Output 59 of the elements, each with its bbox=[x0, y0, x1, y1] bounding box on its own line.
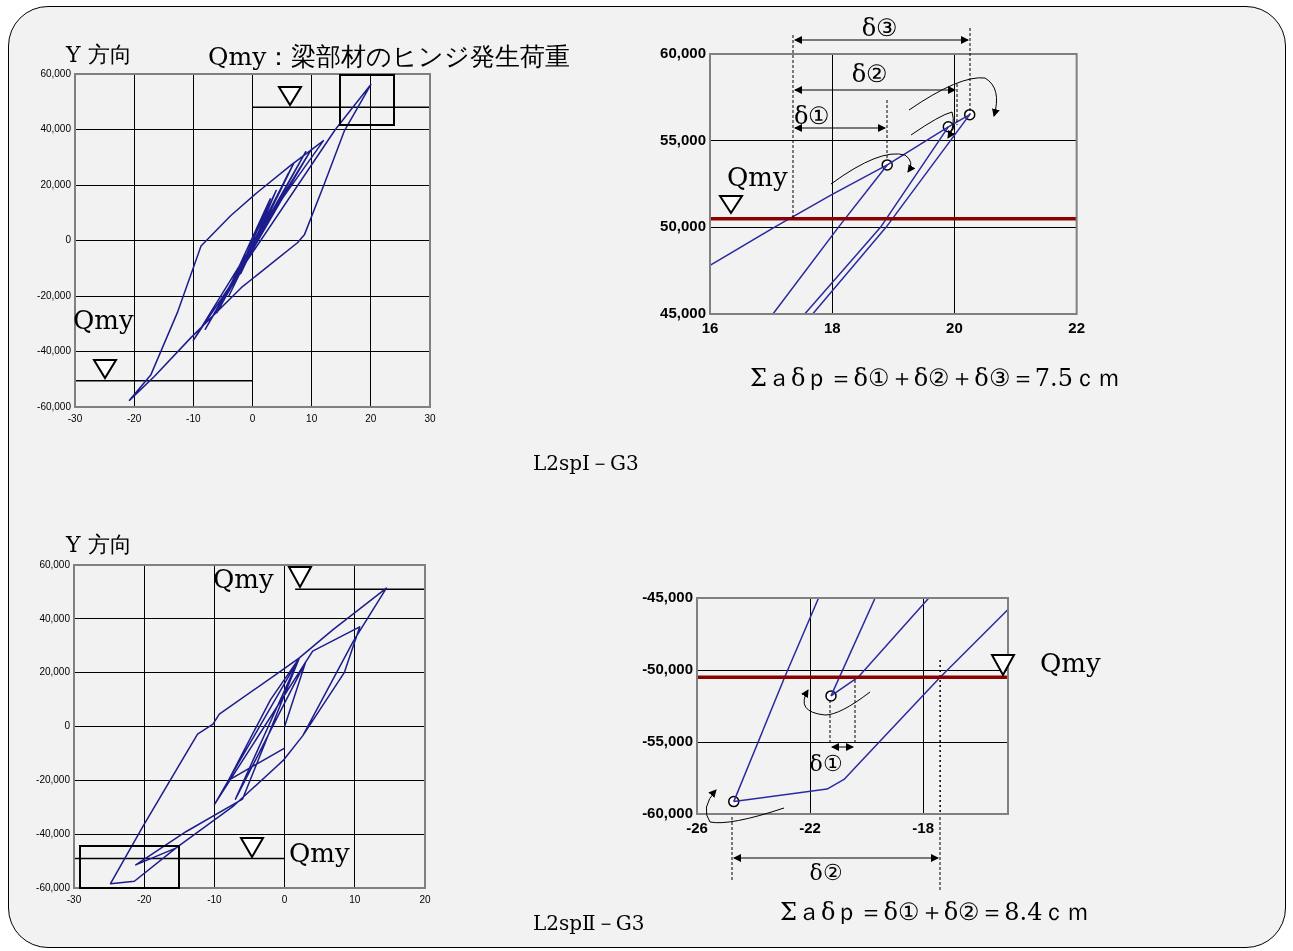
annotation: Qmy bbox=[727, 162, 788, 192]
y-tick-label: 20,000 bbox=[39, 666, 71, 678]
x-tick-label: -20 bbox=[136, 893, 152, 905]
x-tick-label: -22 bbox=[799, 819, 821, 837]
y-tick-label: -50,000 bbox=[642, 660, 693, 678]
y-tick-label: 40,000 bbox=[40, 123, 72, 135]
text: Qmy bbox=[1040, 648, 1101, 678]
annotation: Qmy bbox=[73, 305, 134, 335]
annotation: Qmy bbox=[289, 838, 350, 868]
x-tick-label: 0 bbox=[281, 893, 288, 905]
text: δ③ bbox=[861, 14, 899, 42]
x-tick-label: 10 bbox=[349, 893, 361, 905]
x-tick-label: -30 bbox=[66, 893, 82, 905]
y-tick-label: 50,000 bbox=[660, 217, 706, 235]
y-tick-label: -60,000 bbox=[36, 881, 71, 893]
annotation: δ② bbox=[851, 60, 889, 88]
text: Y 方向 bbox=[66, 42, 132, 67]
x-tick-label: -18 bbox=[912, 819, 935, 837]
y-tick-label: -60,000 bbox=[37, 400, 72, 412]
y-tick-label: 0 bbox=[65, 234, 72, 246]
x-tick-label: -10 bbox=[186, 412, 201, 424]
annotation: Qmy bbox=[213, 564, 274, 594]
x-tick-label: 20 bbox=[946, 319, 963, 337]
annotation: δ① bbox=[809, 750, 843, 776]
x-tick-label: 20 bbox=[419, 893, 431, 905]
text: Y 方向 bbox=[66, 532, 132, 557]
x-tick-label: 10 bbox=[306, 412, 318, 424]
x-tick-label: 0 bbox=[249, 412, 256, 424]
y-tick-label: -45,000 bbox=[642, 588, 693, 606]
x-tick-label: 20 bbox=[365, 412, 377, 424]
text: Σａδｐ＝δ①＋δ②＋δ③＝7.5ｃｍ bbox=[750, 364, 1121, 392]
y-tick-label: 45,000 bbox=[660, 304, 706, 322]
x-tick-label: -26 bbox=[686, 819, 708, 837]
x-tick-label: -30 bbox=[67, 412, 83, 424]
text: δ② bbox=[809, 860, 843, 885]
y-tick-label: -20,000 bbox=[37, 289, 72, 301]
annotation: δ① bbox=[793, 101, 831, 130]
y-tick-label: -55,000 bbox=[642, 732, 693, 750]
text: Qmy：梁部材のヒンジ発生荷重 bbox=[208, 42, 571, 71]
text: L2spⅡ－G3 bbox=[533, 911, 645, 935]
y-tick-label: -60,000 bbox=[642, 804, 693, 822]
x-tick-label: 18 bbox=[823, 319, 841, 337]
y-tick-label: 60,000 bbox=[40, 67, 72, 79]
y-tick-label: 60,000 bbox=[660, 44, 706, 62]
y-tick-label: 0 bbox=[64, 720, 71, 732]
text: Σａδｐ＝δ①＋δ②＝8.4ｃｍ bbox=[780, 898, 1091, 926]
x-tick-label: 30 bbox=[424, 412, 436, 424]
x-tick-label: -20 bbox=[126, 412, 142, 424]
x-tick-label: 16 bbox=[701, 319, 719, 337]
text: L2spⅠ－G3 bbox=[533, 451, 639, 475]
x-tick-label: -10 bbox=[207, 893, 223, 905]
y-tick-label: -40,000 bbox=[37, 345, 72, 357]
x-tick-label: 22 bbox=[1068, 319, 1085, 337]
y-tick-label: 55,000 bbox=[660, 130, 706, 148]
y-tick-label: -40,000 bbox=[36, 827, 71, 839]
y-tick-label: 40,000 bbox=[39, 612, 71, 624]
y-tick-label: -20,000 bbox=[36, 774, 71, 786]
y-tick-label: 20,000 bbox=[40, 178, 72, 190]
y-tick-label: 60,000 bbox=[39, 558, 71, 570]
